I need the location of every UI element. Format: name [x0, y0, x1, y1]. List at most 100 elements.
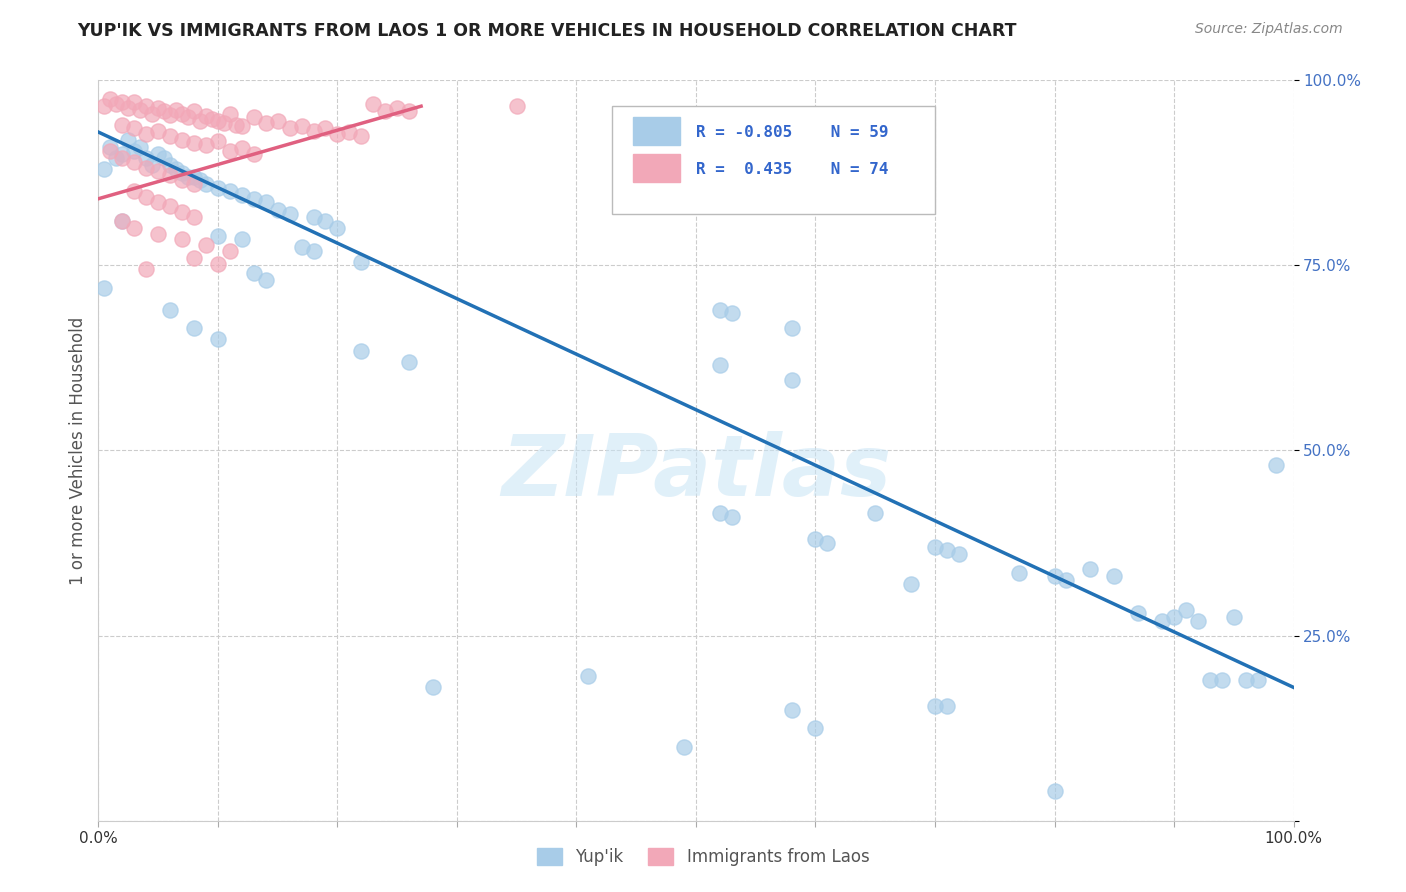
Point — [129, 140, 152, 154]
Point — [93, 99, 115, 113]
Point — [936, 543, 959, 558]
Point — [673, 739, 696, 754]
Point — [315, 121, 337, 136]
Point — [111, 151, 134, 165]
Point — [153, 151, 176, 165]
Point — [1264, 458, 1286, 473]
Point — [148, 195, 170, 210]
Point — [1080, 562, 1102, 576]
Point — [183, 321, 205, 335]
Point — [339, 125, 361, 139]
Point — [195, 138, 218, 153]
Point — [231, 119, 253, 133]
Point — [721, 306, 744, 320]
Point — [135, 190, 157, 204]
Point — [315, 214, 337, 228]
Point — [350, 128, 373, 143]
Point — [111, 147, 134, 161]
Point — [172, 173, 194, 187]
Point — [506, 99, 529, 113]
Point — [1008, 566, 1031, 580]
Point — [302, 211, 325, 225]
Point — [815, 536, 838, 550]
Point — [98, 144, 122, 158]
Point — [124, 154, 146, 169]
Point — [195, 177, 218, 191]
Point — [1163, 610, 1185, 624]
Point — [105, 97, 128, 112]
Point — [243, 192, 266, 206]
Point — [398, 104, 420, 119]
Point — [172, 132, 194, 146]
Point — [207, 134, 229, 148]
Point — [865, 507, 887, 521]
Point — [141, 106, 163, 120]
Point — [201, 112, 224, 126]
Point — [111, 118, 134, 132]
Point — [900, 576, 922, 591]
FancyBboxPatch shape — [633, 118, 681, 145]
Point — [1104, 569, 1126, 583]
Point — [207, 180, 229, 194]
Text: R = -0.805    N = 59: R = -0.805 N = 59 — [696, 125, 889, 140]
FancyBboxPatch shape — [613, 106, 935, 213]
Point — [93, 280, 115, 294]
Text: Source: ZipAtlas.com: Source: ZipAtlas.com — [1195, 22, 1343, 37]
Point — [117, 101, 139, 115]
Point — [207, 332, 229, 346]
Point — [111, 214, 134, 228]
Point — [254, 116, 277, 130]
Point — [709, 507, 731, 521]
Point — [804, 533, 827, 547]
Point — [111, 95, 134, 109]
Point — [124, 144, 146, 158]
Point — [165, 162, 187, 177]
Point — [1211, 673, 1233, 687]
Point — [172, 232, 194, 246]
Point — [135, 127, 157, 141]
Point — [124, 184, 146, 198]
Point — [153, 104, 176, 119]
Point — [302, 123, 325, 137]
Point — [1128, 607, 1150, 621]
Point — [148, 147, 170, 161]
Point — [302, 244, 325, 258]
Point — [578, 669, 600, 683]
Point — [1199, 673, 1222, 687]
Point — [422, 681, 444, 695]
Legend: Yup'ik, Immigrants from Laos: Yup'ik, Immigrants from Laos — [529, 840, 877, 875]
Point — [124, 95, 146, 110]
Text: R =  0.435    N = 74: R = 0.435 N = 74 — [696, 161, 889, 177]
Point — [326, 221, 349, 235]
Point — [219, 184, 242, 198]
Point — [159, 158, 181, 172]
Point — [195, 237, 218, 252]
Point — [1187, 614, 1209, 628]
Point — [278, 206, 301, 220]
Point — [1223, 610, 1246, 624]
Point — [212, 116, 235, 130]
Point — [124, 121, 146, 136]
Point — [183, 177, 205, 191]
Point — [780, 373, 803, 387]
FancyBboxPatch shape — [633, 154, 681, 183]
Point — [159, 108, 181, 122]
Point — [243, 111, 266, 125]
Text: ZIPatlas: ZIPatlas — [501, 431, 891, 514]
Point — [1247, 673, 1270, 687]
Point — [721, 510, 744, 524]
Point — [278, 121, 301, 136]
Point — [148, 102, 170, 116]
Point — [141, 158, 163, 172]
Point — [183, 104, 205, 119]
Point — [219, 144, 242, 158]
Point — [207, 257, 229, 271]
Point — [924, 540, 946, 554]
Point — [709, 302, 731, 317]
Y-axis label: 1 or more Vehicles in Household: 1 or more Vehicles in Household — [69, 317, 87, 584]
Point — [243, 266, 266, 280]
Point — [177, 169, 200, 184]
Point — [117, 132, 139, 146]
Point — [159, 168, 181, 182]
Point — [207, 228, 229, 243]
